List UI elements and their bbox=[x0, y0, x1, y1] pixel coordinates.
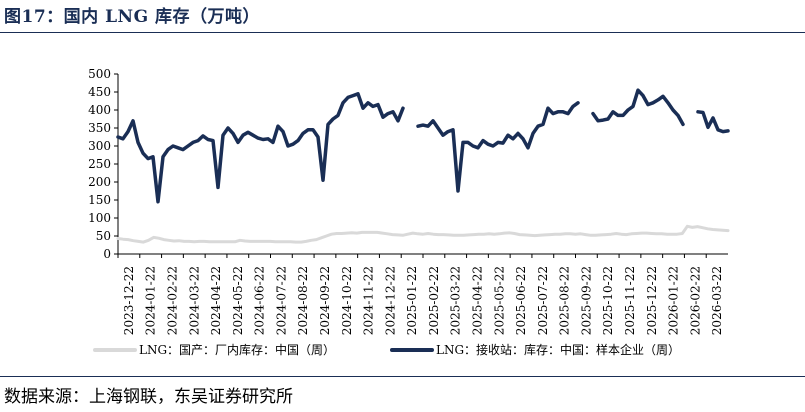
x-tick-label: 2025-05-22 bbox=[492, 266, 506, 335]
x-tick-label: 2026-02-22 bbox=[688, 266, 702, 335]
y-tick-label: 450 bbox=[88, 85, 111, 99]
y-tick-label: 200 bbox=[88, 175, 111, 189]
y-tick-label: 150 bbox=[88, 193, 111, 207]
x-axis-ticks: 2023-12-22 2024-01-22 2024-02-22 2024-03-22… bbox=[117, 254, 724, 335]
x-tick-label: 2024-06-22 bbox=[253, 266, 267, 335]
source-divider bbox=[0, 376, 805, 377]
x-tick-label: 2025-07-22 bbox=[536, 266, 550, 335]
x-tick-label: 2024-07-22 bbox=[274, 266, 288, 335]
x-tick-label: 2025-01-22 bbox=[405, 266, 419, 335]
y-tick-label: 300 bbox=[88, 139, 111, 153]
series-line-2 bbox=[116, 88, 730, 204]
x-tick-label: 2024-05-22 bbox=[231, 266, 245, 335]
source-note: 数据来源：上海钢联，东吴证券研究所 bbox=[4, 387, 293, 407]
y-tick-label: 400 bbox=[88, 103, 111, 117]
chart-series bbox=[116, 88, 730, 244]
x-tick-label: 2025-02-22 bbox=[427, 266, 441, 335]
y-tick-label: 350 bbox=[88, 121, 111, 135]
chart-legend: LNG：国产：厂内库存：中国（周） LNG：接收站：库存：中国：样本企业（周） bbox=[93, 342, 680, 357]
x-tick-label: 2025-12-22 bbox=[645, 266, 659, 335]
x-tick-label: 2025-04-22 bbox=[470, 266, 484, 335]
y-tick-label: 100 bbox=[88, 211, 111, 225]
x-tick-label: 2026-03-22 bbox=[710, 266, 724, 335]
y-tick-label: 0 bbox=[103, 247, 111, 261]
x-tick-label: 2025-10-22 bbox=[601, 266, 615, 335]
x-tick-label: 2025-06-22 bbox=[514, 266, 528, 335]
x-tick-label: 2024-11-22 bbox=[362, 266, 376, 335]
x-tick-label: 2025-09-22 bbox=[579, 266, 593, 335]
x-tick-label: 2023-12-22 bbox=[122, 266, 136, 335]
y-tick-label: 500 bbox=[88, 67, 111, 81]
x-tick-label: 2024-08-22 bbox=[296, 266, 310, 335]
x-tick-label: 2024-10-22 bbox=[340, 266, 354, 335]
series-line-1 bbox=[116, 224, 730, 244]
x-tick-label: 2024-01-22 bbox=[144, 266, 158, 335]
chart-axes bbox=[117, 74, 728, 255]
lng-inventory-chart: 0 50 100 150 200 250 300 350 400 450 500 2023-12-2… bbox=[88, 67, 730, 357]
x-tick-label: 2026-01-22 bbox=[667, 266, 681, 335]
x-tick-label: 2025-03-22 bbox=[449, 266, 463, 335]
y-tick-label: 250 bbox=[88, 157, 111, 171]
legend-label-2: LNG：接收站：库存：中国：样本企业（周） bbox=[436, 342, 680, 357]
figure-title: 图17：国内 LNG 库存（万吨） bbox=[4, 7, 261, 27]
x-tick-label: 2024-02-22 bbox=[165, 266, 179, 335]
legend-label-1: LNG：国产：厂内库存：中国（周） bbox=[139, 342, 335, 357]
x-tick-label: 2024-09-22 bbox=[318, 266, 332, 335]
x-tick-label: 2025-08-22 bbox=[558, 266, 572, 335]
title-divider bbox=[0, 32, 805, 33]
x-tick-label: 2025-11-22 bbox=[623, 266, 637, 335]
y-tick-label: 50 bbox=[96, 229, 111, 243]
x-tick-label: 2024-03-22 bbox=[187, 266, 201, 335]
x-tick-label: 2024-12-22 bbox=[383, 266, 397, 335]
x-tick-label: 2024-04-22 bbox=[209, 266, 223, 335]
y-axis-ticks: 0 50 100 150 200 250 300 350 400 450 500 bbox=[88, 67, 118, 261]
